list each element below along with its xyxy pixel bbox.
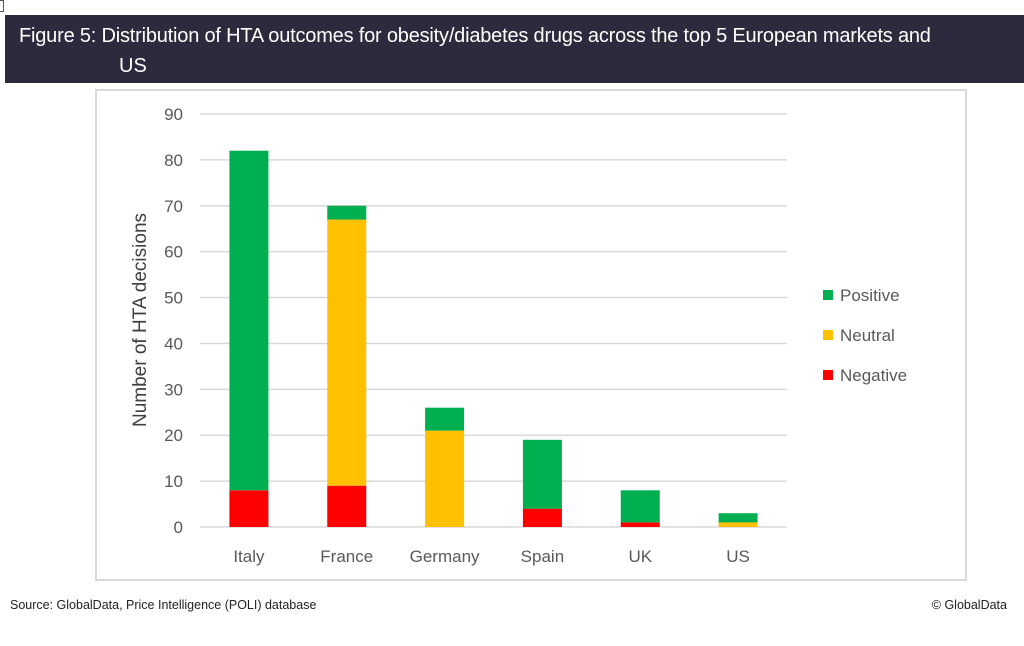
legend-item-neutral: Neutral	[823, 326, 895, 345]
legend-swatch	[823, 330, 833, 340]
y-tick-label: 60	[164, 243, 183, 262]
figure-title-line-1: Figure 5: Distribution of HTA outcomes f…	[19, 25, 931, 47]
bar-uk-negative	[620, 522, 660, 527]
x-tick-label: UK	[628, 547, 652, 566]
y-axis-title: Number of HTA decisions	[130, 213, 151, 427]
legend-label: Positive	[840, 286, 900, 305]
bar-germany-positive	[425, 407, 465, 431]
gridlines	[200, 113, 787, 528]
legend-swatch	[823, 370, 833, 380]
bar-uk-positive	[620, 490, 660, 523]
bar-italy-positive	[229, 150, 269, 491]
copyright-note: © GlobalData	[931, 598, 1007, 612]
y-tick-label: 50	[164, 289, 183, 308]
y-tick-label: 70	[164, 197, 183, 216]
y-tick-label: 40	[164, 334, 183, 353]
corner-marker	[0, 0, 4, 12]
y-tick-label: 80	[164, 151, 183, 170]
figure-title-line-2: US	[119, 55, 147, 77]
bar-us-neutral	[718, 522, 758, 527]
y-tick-label: 90	[164, 105, 183, 124]
legend-label: Neutral	[840, 326, 895, 345]
x-tick-label: Germany	[410, 547, 480, 566]
bar-us-positive	[718, 513, 758, 523]
bar-france-positive	[327, 205, 367, 220]
bar-france-neutral	[327, 219, 367, 486]
x-tick-label: Italy	[233, 547, 265, 566]
source-note: Source: GlobalData, Price Intelligence (…	[10, 598, 317, 612]
bar-italy-negative	[229, 490, 269, 527]
bar-spain-positive	[522, 439, 562, 509]
bar-germany-neutral	[425, 430, 465, 527]
y-tick-label: 20	[164, 426, 183, 445]
legend-label: Negative	[840, 366, 907, 385]
bars	[229, 150, 758, 527]
legend-swatch	[823, 290, 833, 300]
x-tick-label: Spain	[521, 547, 564, 566]
bar-spain-negative	[522, 508, 562, 527]
bar-france-negative	[327, 485, 367, 527]
y-tick-label: 30	[164, 380, 183, 399]
x-tick-label: US	[726, 547, 750, 566]
x-axis-ticks: Italy France Germany Spain UK US	[233, 547, 750, 566]
y-tick-label: 10	[164, 472, 183, 491]
x-tick-label: France	[320, 547, 373, 566]
figure-title-bar: Figure 5: Distribution of HTA outcomes f…	[5, 15, 1024, 83]
y-axis-ticks: 0 10 20 30 40 50 60 70 80 90	[164, 105, 183, 537]
legend-item-positive: Positive	[823, 286, 900, 305]
legend-item-negative: Negative	[823, 366, 907, 385]
y-tick-label: 0	[174, 518, 183, 537]
legend: Positive Neutral Negative	[823, 286, 907, 385]
